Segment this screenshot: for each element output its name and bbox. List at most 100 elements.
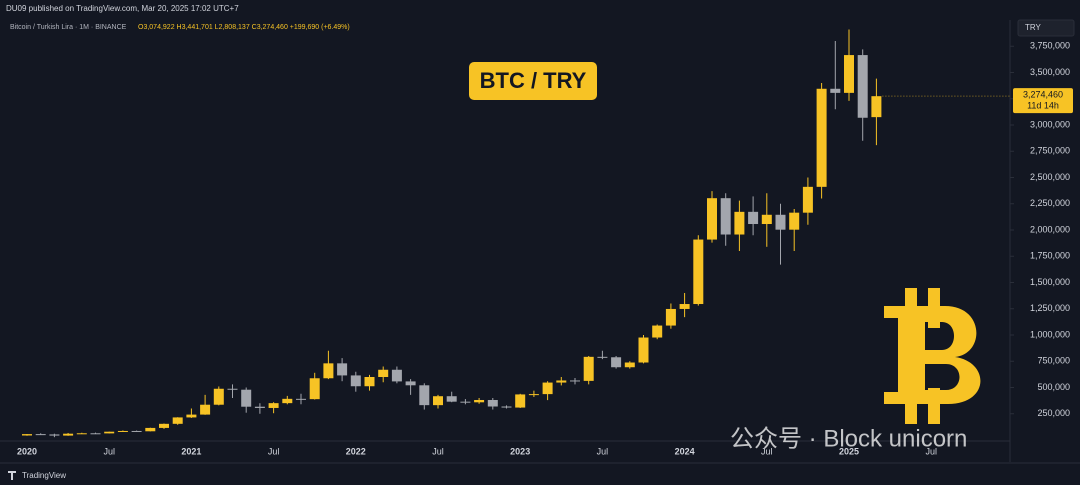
candle-body (748, 211, 759, 225)
y-tick-label: 3,000,000 (1030, 119, 1070, 129)
x-tick-label: 2020 (17, 446, 37, 456)
candle-body (816, 88, 827, 187)
candle-body (830, 88, 841, 93)
y-tick-label: 3,750,000 (1030, 41, 1070, 51)
candle-body (528, 394, 539, 396)
candle-body (405, 381, 416, 386)
x-tick-label: 2024 (675, 446, 695, 456)
y-tick-label: 500,000 (1037, 382, 1070, 392)
candle-body (131, 430, 142, 432)
candle-body (597, 356, 608, 358)
candle-body (323, 363, 334, 379)
candle-body (241, 389, 252, 407)
title-box (469, 62, 597, 100)
y-tick-label: 1,500,000 (1030, 277, 1070, 287)
x-tick-label: Jul (761, 446, 773, 456)
candle-body (213, 388, 224, 405)
x-tick-label: Jul (268, 446, 280, 456)
footer-brand: TradingView (22, 471, 66, 480)
currency-button[interactable] (1017, 19, 1075, 37)
candle-body (268, 403, 279, 408)
candle-body (761, 214, 772, 225)
candle-body (76, 433, 87, 435)
x-tick-label: Jul (432, 446, 444, 456)
candle-body (22, 434, 32, 436)
y-tick-label: 1,250,000 (1030, 303, 1070, 313)
candle-body (693, 239, 704, 305)
candle-body (611, 357, 622, 368)
publisher: DU09 published on TradingView.com, Mar 2… (6, 4, 239, 13)
candle-body (309, 378, 320, 400)
candle-body (49, 434, 60, 436)
candle-body (501, 406, 512, 408)
candle-body (63, 433, 74, 436)
candle-body (254, 406, 265, 408)
symbol: Bitcoin / Turkish Lira · 1M · BINANCE (10, 24, 127, 31)
x-tick-label: 2023 (510, 446, 530, 456)
candle-body (583, 356, 594, 381)
candle-body (542, 382, 553, 395)
y-tick-label: 2,000,000 (1030, 224, 1070, 234)
candle-body (90, 433, 101, 435)
candle-body (186, 414, 197, 418)
chart-title: BTC / TRY (480, 68, 587, 93)
logo-b (884, 306, 981, 404)
candle-body (282, 398, 293, 404)
candle-body (364, 377, 375, 387)
ohlc-legend: O3,074,922 H3,441,701 L2,808,137 C3,274,… (138, 24, 350, 31)
candle-body (556, 380, 567, 383)
y-tick-label: 1,000,000 (1030, 329, 1070, 339)
candle-body (734, 211, 745, 235)
price-tag-label: 3,274,460 (1023, 90, 1063, 100)
currency[interactable]: TRY (1025, 23, 1042, 32)
candle-body (652, 325, 663, 338)
candle-body (460, 401, 471, 403)
x-tick-label: Jul (925, 446, 937, 456)
candle-body (789, 212, 800, 230)
candle-body (145, 427, 156, 432)
y-tick-label: 1,750,000 (1030, 251, 1070, 261)
bitcoin-logo (884, 288, 981, 424)
candle-body (857, 55, 868, 118)
candle-body (638, 337, 649, 363)
y-tick-label: 250,000 (1037, 408, 1070, 418)
x-tick-label: Jul (597, 446, 609, 456)
candle-body (337, 363, 348, 376)
candle-body (802, 186, 813, 213)
candle-body (200, 404, 211, 415)
y-tick-label: 3,500,000 (1030, 67, 1070, 77)
x-tick-label: 2021 (181, 446, 201, 456)
x-tick-label: 2025 (839, 446, 859, 456)
candle-body (172, 417, 183, 424)
y-tick-label: 2,250,000 (1030, 198, 1070, 208)
candle-body (350, 375, 361, 387)
candle-body (570, 380, 580, 382)
candle-body (446, 396, 457, 402)
candle-body (433, 396, 443, 406)
watermark: 公众号 · Block unicorn (730, 425, 967, 452)
candle-body (844, 55, 854, 93)
x-tick-label: 2022 (346, 446, 366, 456)
candle-body (117, 430, 128, 432)
candle-body (227, 388, 238, 390)
candle-body (487, 399, 498, 407)
candle-body (679, 304, 690, 309)
candle-body (707, 198, 717, 240)
candle-body (720, 198, 731, 235)
candle-body (624, 362, 635, 368)
candle-body (515, 394, 526, 408)
price-tag (1013, 88, 1073, 114)
candle-body (296, 398, 306, 400)
countdown: 11d 14h (1027, 101, 1059, 111)
candle-body (775, 214, 786, 230)
y-tick-label: 2,500,000 (1030, 172, 1070, 182)
candle-body (159, 423, 169, 428)
x-tick-label: Jul (103, 446, 115, 456)
candle-body (104, 431, 115, 434)
candle-body (419, 385, 430, 406)
y-tick-label: 750,000 (1037, 356, 1070, 366)
candle-body (35, 434, 46, 436)
y-tick-label: 2,750,000 (1030, 146, 1070, 156)
